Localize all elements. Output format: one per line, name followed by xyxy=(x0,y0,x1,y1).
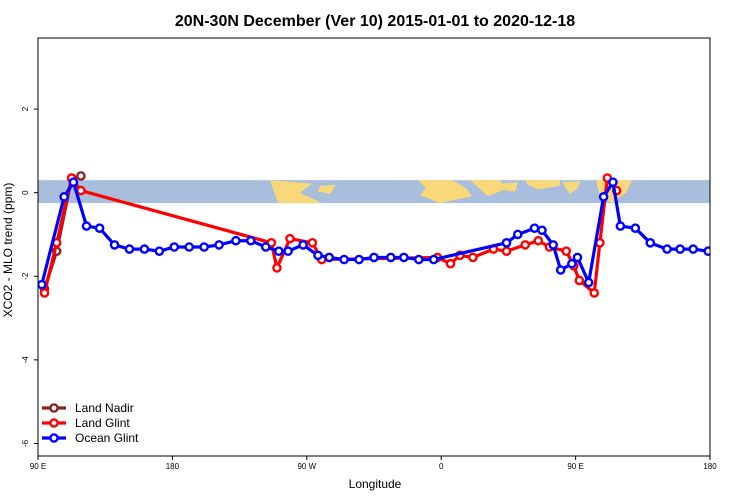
data-point-ocean-glint xyxy=(413,254,424,265)
data-point-land-glint xyxy=(272,263,282,273)
plot-frame xyxy=(37,37,711,457)
data-point-ocean-glint xyxy=(38,279,47,290)
y-axis-label: XCO2 - MLO trend (ppm) xyxy=(1,183,15,318)
legend-label: Land Glint xyxy=(75,416,130,430)
x-tick-label: 180 xyxy=(166,462,180,471)
data-point-ocean-glint xyxy=(324,252,335,263)
legend-item-ocean-glint: Ocean Glint xyxy=(42,431,139,445)
data-point-ocean-glint xyxy=(124,244,135,254)
data-point-ocean-glint xyxy=(339,254,349,265)
data-point-land-nadir xyxy=(76,171,86,181)
map-land xyxy=(270,180,322,204)
data-point-ocean-glint xyxy=(154,246,165,256)
x-tick-label: 90 E xyxy=(30,462,46,471)
y-tick-label: -6 xyxy=(21,439,30,447)
map-land xyxy=(500,182,518,192)
legend-label: Land Nadir xyxy=(75,401,134,415)
data-point-ocean-glint xyxy=(260,242,271,252)
data-point-land-glint xyxy=(589,288,600,298)
data-point-ocean-glint xyxy=(68,177,79,188)
x-axis-label: Longitude xyxy=(349,477,402,491)
data-point-ocean-glint xyxy=(169,242,180,252)
x-tick-label: 90 W xyxy=(297,462,316,471)
legend-swatch-marker xyxy=(49,403,59,413)
data-point-land-glint xyxy=(561,246,572,256)
data-point-ocean-glint xyxy=(688,244,699,254)
y-tick-label: -2 xyxy=(21,272,30,280)
data-point-ocean-glint xyxy=(675,244,685,254)
data-point-ocean-glint xyxy=(283,246,293,256)
series-land-glint xyxy=(39,173,622,298)
data-point-ocean-glint xyxy=(273,246,284,256)
data-point-ocean-glint xyxy=(598,192,609,202)
data-point-ocean-glint xyxy=(385,252,396,263)
data-point-ocean-glint xyxy=(428,254,439,265)
data-point-ocean-glint xyxy=(298,240,308,250)
legend-item-land-nadir: Land Nadir xyxy=(42,401,134,415)
x-tick-label: 180 xyxy=(703,462,717,471)
data-point-ocean-glint xyxy=(703,246,710,256)
legend-label: Ocean Glint xyxy=(75,431,139,445)
y-tick-label: 0 xyxy=(21,190,30,195)
data-point-land-glint xyxy=(445,258,456,269)
map-land xyxy=(318,184,336,194)
x-tick-label: 0 xyxy=(439,462,444,471)
x-axis: 90 E 180 90 W 0 90 E 180 xyxy=(30,456,717,471)
legend-swatch-marker xyxy=(49,433,59,443)
data-point-ocean-glint xyxy=(199,242,209,252)
data-point-land-glint xyxy=(501,246,512,256)
map-land xyxy=(525,180,560,190)
data-point-ocean-glint xyxy=(184,242,194,252)
legend-swatch-marker xyxy=(49,418,59,428)
data-point-ocean-glint xyxy=(109,240,120,250)
series-ocean-glint xyxy=(38,177,710,290)
map-land xyxy=(562,181,580,194)
data-point-ocean-glint xyxy=(630,223,641,233)
data-point-land-glint xyxy=(468,252,478,263)
data-point-ocean-glint xyxy=(555,265,566,275)
map-land xyxy=(470,180,505,197)
data-point-ocean-glint xyxy=(59,192,69,202)
data-point-ocean-glint xyxy=(583,277,594,288)
chart-title: 20N-30N December (Ver 10) 2015-01-01 to … xyxy=(175,13,575,30)
legend-item-land-glint: Land Glint xyxy=(42,416,130,430)
data-point-ocean-glint xyxy=(501,238,512,248)
data-point-ocean-glint xyxy=(537,225,547,236)
data-point-ocean-glint xyxy=(548,240,559,250)
data-point-ocean-glint xyxy=(572,252,583,263)
data-point-ocean-glint xyxy=(313,250,323,261)
data-point-land-glint xyxy=(76,185,86,196)
data-point-land-glint xyxy=(307,238,318,248)
data-point-land-glint xyxy=(574,275,585,286)
data-point-ocean-glint xyxy=(245,235,256,246)
data-point-ocean-glint xyxy=(139,244,150,254)
data-point-ocean-glint xyxy=(567,258,577,269)
data-point-land-glint xyxy=(285,233,295,244)
data-point-ocean-glint xyxy=(94,223,105,233)
data-point-ocean-glint xyxy=(354,254,364,265)
data-point-ocean-glint xyxy=(231,235,241,246)
data-point-ocean-glint xyxy=(512,229,523,240)
data-point-land-glint xyxy=(520,240,531,250)
data-point-land-glint xyxy=(533,235,544,246)
data-point-ocean-glint xyxy=(214,240,224,250)
x-tick-label: 90 E xyxy=(567,462,583,471)
y-axis: 2 0 -2 -4 -6 xyxy=(21,106,38,447)
data-point-ocean-glint xyxy=(615,221,626,231)
data-point-ocean-glint xyxy=(645,238,656,248)
series-layer xyxy=(38,171,710,298)
data-point-ocean-glint xyxy=(81,221,92,231)
data-point-ocean-glint xyxy=(399,252,409,263)
y-tick-label: -4 xyxy=(21,356,30,364)
series-line-ocean-glint xyxy=(40,180,709,286)
data-point-ocean-glint xyxy=(369,252,379,263)
map-land xyxy=(418,180,472,204)
data-point-ocean-glint xyxy=(608,177,618,188)
data-point-ocean-glint xyxy=(529,223,540,233)
data-point-ocean-glint xyxy=(662,244,672,254)
y-tick-label: 2 xyxy=(21,106,30,111)
data-point-land-glint xyxy=(39,288,50,298)
